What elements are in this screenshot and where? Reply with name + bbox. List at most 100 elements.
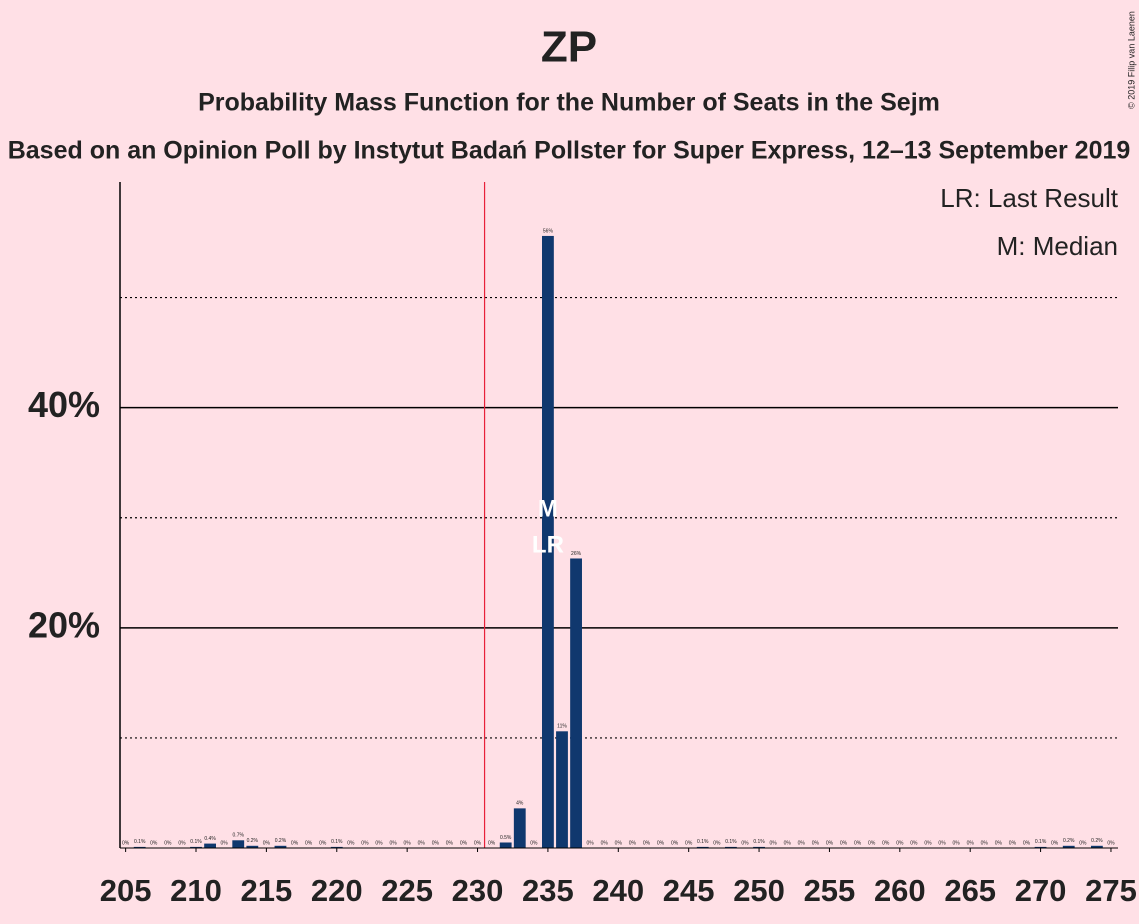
value-label: 0% (671, 840, 679, 846)
value-label: 0% (657, 840, 665, 846)
x-tick-label: 205 (100, 873, 152, 908)
x-tick-label: 250 (733, 873, 785, 908)
bar (246, 845, 259, 848)
bar (204, 843, 216, 848)
x-tick-label: 220 (311, 873, 363, 908)
x-tick-label: 230 (452, 873, 504, 908)
value-label: 0.1% (725, 839, 737, 845)
value-label: 0% (418, 840, 426, 846)
x-tick-label: 240 (592, 873, 644, 908)
median-marker: M (538, 495, 558, 522)
value-label: 0.7% (233, 833, 245, 839)
value-label: 0% (798, 840, 806, 846)
value-label: 11% (557, 724, 567, 730)
bar (696, 846, 709, 848)
value-label: 0.4% (204, 836, 216, 842)
value-label: 0% (404, 840, 412, 846)
value-label: 0% (319, 840, 327, 846)
value-label: 0% (1107, 840, 1115, 846)
value-label: 0% (150, 840, 158, 846)
chart-title: ZP (541, 23, 597, 72)
value-label: 0% (896, 840, 904, 846)
x-tick-label: 265 (944, 873, 996, 908)
value-label: 0% (629, 840, 637, 846)
y-tick-label: 40% (28, 384, 100, 425)
x-tick-label: 215 (241, 873, 293, 908)
x-tick-label: 210 (170, 873, 222, 908)
bar (556, 731, 568, 848)
value-label: 0% (432, 840, 440, 846)
bar (753, 846, 765, 848)
value-label: 0% (347, 840, 355, 846)
value-label: 0% (812, 840, 820, 846)
value-label: 0% (981, 840, 989, 846)
value-label: 0% (868, 840, 876, 846)
legend-entry: LR: Last Result (940, 183, 1119, 213)
last-result-marker: LR (532, 531, 564, 558)
value-label: 0% (474, 840, 482, 846)
value-label: 0% (587, 840, 595, 846)
value-label: 0% (1051, 840, 1059, 846)
legend-entry: M: Median (997, 231, 1118, 261)
value-label: 0% (1009, 840, 1017, 846)
x-tick-label: 255 (804, 873, 856, 908)
value-label: 0.2% (1063, 838, 1075, 844)
bar (1090, 845, 1103, 848)
value-label: 0% (643, 840, 651, 846)
bar (1034, 846, 1047, 848)
value-label: 0% (840, 840, 848, 846)
value-label: 0% (713, 840, 721, 846)
value-label: 0.5% (500, 835, 512, 841)
value-label: 0.2% (1091, 838, 1103, 844)
value-label: 0% (615, 840, 623, 846)
value-label: 0% (389, 840, 397, 846)
value-label: 0% (882, 840, 890, 846)
value-label: 0% (1079, 840, 1087, 846)
value-label: 0.1% (331, 839, 343, 845)
value-label: 0% (1023, 840, 1031, 846)
value-label: 0% (488, 840, 496, 846)
x-tick-label: 235 (522, 873, 574, 908)
value-label: 0% (460, 840, 468, 846)
bar (232, 840, 245, 848)
value-label: 0% (601, 840, 609, 846)
value-label: 0.1% (1035, 839, 1047, 845)
value-label: 0% (178, 840, 186, 846)
bar (570, 558, 582, 848)
value-label: 0.1% (134, 839, 146, 845)
value-label: 0% (221, 840, 229, 846)
value-label: 0% (938, 840, 946, 846)
value-label: 0% (953, 840, 961, 846)
value-label: 0% (291, 840, 299, 846)
bar (133, 846, 146, 848)
bar (330, 846, 343, 848)
y-tick-label: 20% (28, 604, 100, 645)
value-label: 0.2% (275, 838, 287, 844)
value-label: 0% (854, 840, 862, 846)
value-label: 0% (784, 840, 792, 846)
bar (190, 846, 202, 848)
x-tick-label: 270 (1015, 873, 1067, 908)
value-label: 4% (516, 801, 524, 807)
value-label: 0% (967, 840, 975, 846)
value-label: 0% (305, 840, 313, 846)
subtitle: Probability Mass Function for the Number… (198, 89, 940, 117)
value-label: 0% (826, 840, 834, 846)
value-label: 0% (164, 840, 172, 846)
value-label: 0.2% (247, 838, 259, 844)
bar (1062, 845, 1075, 848)
value-label: 0% (263, 840, 271, 846)
value-label: 0% (530, 840, 538, 846)
value-label: 0% (995, 840, 1003, 846)
bar (499, 842, 512, 848)
x-tick-label: 275 (1085, 873, 1137, 908)
value-label: 0% (741, 840, 749, 846)
value-label: 0% (685, 840, 693, 846)
x-tick-label: 260 (874, 873, 926, 908)
bar (724, 846, 737, 848)
bar (542, 235, 554, 848)
value-label: 0% (770, 840, 778, 846)
value-label: 0% (910, 840, 918, 846)
